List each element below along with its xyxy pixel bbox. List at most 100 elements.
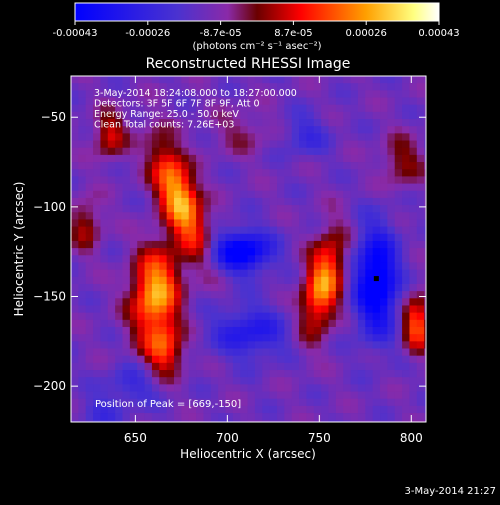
heatmap-cell (159, 362, 168, 371)
heatmap-cell (254, 298, 263, 306)
heatmap-cell (218, 420, 226, 422)
heatmap-cell (387, 420, 396, 422)
heatmap-cell (343, 183, 351, 192)
heatmap-cell (71, 326, 79, 335)
heatmap-cell (269, 276, 278, 285)
heatmap-cell (181, 413, 190, 421)
heatmap-cell (394, 405, 403, 414)
heatmap-cell (343, 140, 351, 149)
heatmap-cell (196, 319, 204, 328)
heatmap-cell (284, 154, 293, 163)
heatmap-cell (129, 362, 138, 371)
heatmap-cell (372, 97, 381, 106)
heatmap-cell (262, 348, 271, 357)
heatmap-cell (321, 140, 329, 149)
heatmap-cell (380, 133, 388, 141)
heatmap-cell (151, 348, 160, 357)
heatmap-cell (188, 319, 197, 328)
heatmap-cell (350, 248, 359, 256)
heatmap-cell (262, 169, 271, 177)
heatmap-cell (291, 176, 300, 184)
heatmap-cell (137, 226, 145, 235)
heatmap-cell (335, 169, 344, 177)
heatmap-cell (335, 183, 344, 192)
heatmap-cell (210, 355, 219, 364)
heatmap-cell (306, 384, 315, 392)
heatmap-cell (416, 370, 425, 378)
heatmap-cell (409, 341, 418, 349)
heatmap-cell (240, 212, 248, 220)
heatmap-cell (262, 391, 271, 400)
heatmap-cell (299, 413, 307, 421)
heatmap-cell (424, 154, 426, 163)
heatmap-cell (269, 176, 278, 184)
heatmap-cell (137, 298, 145, 306)
heatmap-cell (144, 377, 153, 385)
heatmap-cell (328, 240, 337, 249)
heatmap-cell (365, 119, 374, 127)
heatmap-cell (137, 262, 145, 271)
heatmap-cell (71, 190, 79, 199)
heatmap-cell (328, 305, 337, 314)
heatmap-cell (306, 104, 315, 113)
heatmap-cell (372, 104, 381, 113)
heatmap-cell (232, 334, 241, 342)
heatmap-cell (247, 283, 256, 292)
heatmap-cell (232, 362, 241, 371)
heatmap-cell (277, 391, 285, 400)
heatmap-cell (350, 119, 359, 127)
heatmap-cell (137, 255, 145, 263)
heatmap-cell (166, 240, 175, 249)
heatmap-cell (174, 205, 182, 213)
heatmap-cell (291, 97, 300, 106)
heatmap-cell (93, 104, 101, 113)
heatmap-cell (137, 126, 145, 134)
heatmap-cell (181, 391, 190, 400)
heatmap-cell (232, 111, 241, 120)
heatmap-cell (196, 147, 204, 156)
heatmap-cell (93, 197, 101, 206)
heatmap-cell (387, 255, 396, 263)
heatmap-cell (424, 90, 426, 98)
heatmap-cell (416, 111, 425, 120)
heatmap-cell (269, 341, 278, 349)
heatmap-cell (107, 111, 116, 120)
heatmap-cell (409, 183, 418, 192)
heatmap-cell (416, 248, 425, 256)
heatmap-cell (100, 405, 109, 414)
heatmap-cell (350, 233, 359, 242)
heatmap-cell (262, 219, 271, 227)
heatmap-cell (181, 140, 190, 149)
heatmap-cell (357, 97, 366, 106)
heatmap-cell (424, 248, 426, 256)
heatmap-cell (93, 276, 101, 285)
heatmap-cell (380, 276, 388, 285)
heatmap-cell (306, 377, 315, 385)
heatmap-cell (137, 391, 145, 400)
heatmap-cell (380, 305, 388, 314)
heatmap-cell (232, 197, 241, 206)
heatmap-cell (254, 219, 263, 227)
heatmap-cell (107, 326, 116, 335)
heatmap-cell (262, 276, 271, 285)
heatmap-cell (277, 169, 285, 177)
heatmap-cell (188, 326, 197, 335)
heatmap-cell (357, 291, 366, 299)
heatmap-cell (424, 262, 426, 271)
heatmap-cell (203, 398, 212, 407)
heatmap-cell (306, 262, 315, 271)
heatmap-cell (313, 162, 322, 170)
heatmap-cell (166, 298, 175, 306)
heatmap-cell (240, 334, 248, 342)
heatmap-cell (387, 384, 396, 392)
heatmap-cell (321, 326, 329, 335)
heatmap-cell (416, 212, 425, 220)
heatmap-cell (372, 240, 381, 249)
heatmap-cell (218, 384, 226, 392)
heatmap-cell (159, 126, 168, 134)
heatmap-cell (240, 298, 248, 306)
heatmap-cell (291, 305, 300, 314)
heatmap-cell (225, 312, 234, 321)
heatmap-cell (306, 190, 315, 199)
heatmap-cell (115, 370, 123, 378)
